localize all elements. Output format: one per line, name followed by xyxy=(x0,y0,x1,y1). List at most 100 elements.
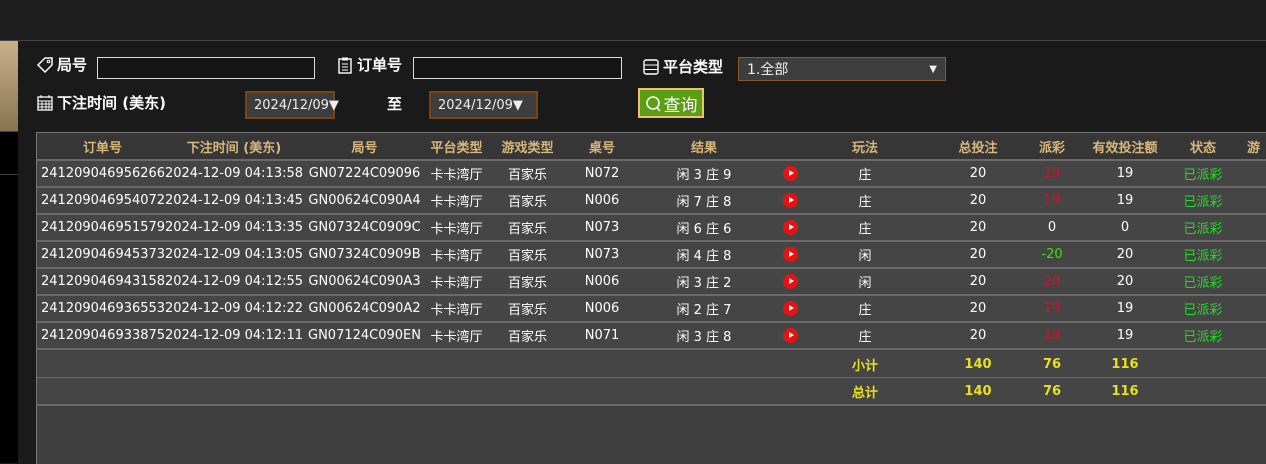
cell-platform: 卡卡湾厅 xyxy=(430,168,483,183)
query-button[interactable]: 查询 xyxy=(638,88,704,118)
column-header[interactable]: 游 xyxy=(1247,140,1261,156)
side-strip xyxy=(0,41,18,463)
cell-table: N073 xyxy=(584,220,620,235)
subtotal-row: 小计 140 76 116 xyxy=(37,351,1266,379)
table-row[interactable]: 241209046936553 2024-12-09 04:12:22 GN0062… xyxy=(37,296,1266,323)
play-video-icon[interactable] xyxy=(782,274,798,289)
column-header[interactable]: 有效投注额 xyxy=(1092,140,1158,156)
time-label: 下注时间 (美东) xyxy=(36,92,166,113)
cell-result: 闲 3 庄 2 xyxy=(676,276,732,291)
cell-result: 闲 3 庄 9 xyxy=(676,168,732,183)
table-row[interactable]: 241209046945373 2024-12-09 04:13:05 GN0732… xyxy=(37,242,1266,269)
cell-round: GN07124C090EN xyxy=(308,328,421,343)
column-header[interactable]: 总投注 xyxy=(958,140,998,156)
cell-round: GN07324C0909B xyxy=(308,247,421,262)
cell-play: 庄 xyxy=(858,195,872,210)
cell-payout: 19 xyxy=(1043,328,1061,343)
column-header[interactable]: 订单号 xyxy=(82,140,122,156)
platform-select[interactable]: 1.全部 ▼ xyxy=(738,57,946,81)
replay-cell xyxy=(771,193,809,208)
cell-platform: 卡卡湾厅 xyxy=(430,303,483,318)
cell-table: N072 xyxy=(584,166,620,181)
subtotal-payout: 76 xyxy=(1042,356,1062,372)
cell-time: 2024-12-09 04:13:35 xyxy=(164,220,304,235)
column-header[interactable]: 玩法 xyxy=(851,140,878,156)
cell-platform: 卡卡湾厅 xyxy=(430,276,483,291)
clipboard-icon xyxy=(338,57,352,74)
total-row: 总计 140 76 116 xyxy=(37,378,1266,406)
cell-status: 已派彩 xyxy=(1183,222,1223,237)
table-row[interactable]: 241209046943158 2024-12-09 04:12:55 GN0062… xyxy=(37,269,1266,296)
table-row[interactable]: 241209046956266 2024-12-09 04:13:58 GN0722… xyxy=(37,161,1266,188)
cell-result: 闲 6 庄 6 xyxy=(676,222,732,237)
cell-round: GN07324C0909C xyxy=(308,220,421,235)
column-header[interactable]: 平台类型 xyxy=(430,140,483,156)
play-video-icon[interactable] xyxy=(782,328,798,343)
cell-time: 2024-12-09 04:13:05 xyxy=(164,247,304,262)
platform-label: 平台类型 xyxy=(642,56,723,77)
cell-result: 闲 7 庄 8 xyxy=(676,195,732,210)
cell-order: 241209046951579 xyxy=(41,220,166,235)
cell-round: GN07224C09096 xyxy=(308,166,421,181)
column-header[interactable]: 游戏类型 xyxy=(501,140,554,156)
cell-order: 241209046943158 xyxy=(41,274,166,289)
cell-bet: 20 xyxy=(969,166,987,181)
cell-play: 闲 xyxy=(858,276,872,291)
cell-platform: 卡卡湾厅 xyxy=(430,330,483,345)
cell-valid: 0 xyxy=(1120,220,1130,235)
cell-round: GN00624C090A3 xyxy=(308,274,421,289)
column-header[interactable]: 桌号 xyxy=(588,140,615,156)
cell-table: N071 xyxy=(584,328,620,343)
cell-time: 2024-12-09 04:12:22 xyxy=(164,301,304,316)
cell-platform: 卡卡湾厅 xyxy=(430,222,483,237)
cell-platform: 卡卡湾厅 xyxy=(430,195,483,210)
play-video-icon[interactable] xyxy=(782,301,798,316)
total-bet: 140 xyxy=(964,383,992,399)
cell-valid: 19 xyxy=(1116,166,1134,181)
cell-payout: 19 xyxy=(1043,301,1061,316)
cell-order: 241209046954072 xyxy=(41,193,166,208)
date-to-select[interactable]: 2024/12/09▼ xyxy=(429,91,538,119)
replay-cell xyxy=(771,328,809,343)
cell-game: 百家乐 xyxy=(507,330,547,345)
table-row[interactable]: 241209046954072 2024-12-09 04:13:45 GN0062… xyxy=(37,188,1266,215)
cell-play: 闲 xyxy=(858,249,872,264)
cell-valid: 19 xyxy=(1116,328,1134,343)
column-header[interactable]: 状态 xyxy=(1189,140,1216,156)
column-header[interactable]: 派彩 xyxy=(1038,140,1065,156)
cell-bet: 20 xyxy=(969,193,987,208)
cell-play: 庄 xyxy=(858,222,872,237)
round-input[interactable] xyxy=(97,57,315,79)
column-header[interactable]: 结果 xyxy=(690,140,717,156)
column-header[interactable]: 下注时间 (美东) xyxy=(186,140,282,156)
cell-status: 已派彩 xyxy=(1183,249,1223,264)
play-video-icon[interactable] xyxy=(782,247,798,262)
cell-play: 庄 xyxy=(858,168,872,183)
subtotal-valid: 116 xyxy=(1111,356,1139,372)
cell-bet: 20 xyxy=(969,328,987,343)
table-row[interactable]: 241209046933875 2024-12-09 04:12:11 GN0712… xyxy=(37,323,1266,350)
cell-payout: 0 xyxy=(1047,220,1057,235)
replay-cell xyxy=(771,247,809,262)
play-video-icon[interactable] xyxy=(782,220,798,235)
cell-game: 百家乐 xyxy=(507,276,547,291)
column-header[interactable]: 局号 xyxy=(351,140,378,156)
date-from-select[interactable]: 2024/12/09▼ xyxy=(245,91,339,119)
cell-payout: 19 xyxy=(1043,166,1061,181)
play-video-icon[interactable] xyxy=(782,166,798,181)
cell-status: 已派彩 xyxy=(1183,303,1223,318)
order-input[interactable] xyxy=(413,57,622,79)
cell-order: 241209046945373 xyxy=(41,247,166,262)
cell-status: 已派彩 xyxy=(1183,195,1223,210)
cell-bet: 20 xyxy=(969,220,987,235)
table-row[interactable]: 241209046951579 2024-12-09 04:13:35 GN0732… xyxy=(37,215,1266,242)
list-icon xyxy=(643,58,659,75)
orders-table: 订单号 下注时间 (美东) 局号 平台类型 游戏类型 桌号 结果 玩法 总投注 派彩 有效投注额 状态… xyxy=(36,132,1266,464)
cell-payout: 20 xyxy=(1043,274,1061,289)
calendar-icon xyxy=(37,94,53,111)
play-video-icon[interactable] xyxy=(782,193,798,208)
replay-cell xyxy=(771,301,809,316)
round-label: 局号 xyxy=(36,54,87,75)
cell-payout: 19 xyxy=(1043,193,1061,208)
subtotal-label: 小计 xyxy=(851,358,878,374)
